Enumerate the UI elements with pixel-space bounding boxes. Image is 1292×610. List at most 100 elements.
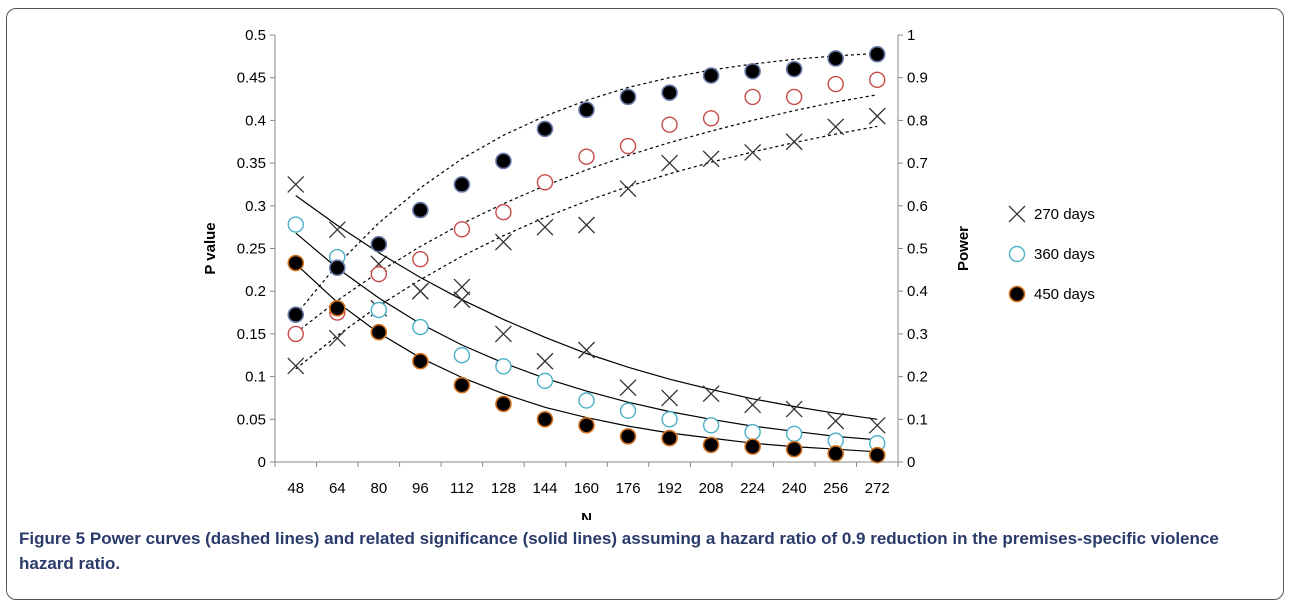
left-tick-label: 0.25 xyxy=(237,241,266,258)
pvalue-point xyxy=(702,436,720,454)
power-point xyxy=(785,88,803,106)
x-tick-label: 176 xyxy=(616,480,641,497)
pvalue-point xyxy=(536,372,554,390)
power-point xyxy=(827,118,845,136)
power-point xyxy=(619,137,637,155)
right-tick-label: 0.8 xyxy=(907,112,928,129)
legend: 270 days 360 days 450 days xyxy=(1008,205,1095,303)
power-point xyxy=(827,75,844,93)
power-point xyxy=(785,133,803,151)
x-tick-label: 160 xyxy=(574,480,599,497)
marker-stroke xyxy=(868,107,886,125)
power-fit-line xyxy=(295,94,878,334)
pvalue-point xyxy=(453,347,471,364)
data-points xyxy=(287,45,886,464)
marker-stroke xyxy=(287,175,305,193)
power-point xyxy=(411,282,429,300)
caption-text: Power curves (dashed lines) and related … xyxy=(19,529,1219,573)
marker-stroke xyxy=(661,154,679,172)
right-tick-label: 0.5 xyxy=(907,241,928,258)
power-point xyxy=(661,116,678,133)
power-point xyxy=(744,62,761,80)
pvalue-point xyxy=(495,395,512,413)
dual-axis-chart: 0 0.05 0.1 0.15 0.2 0.25 0.3 0.35 0.4 0.45 0.5 0 0.1… xyxy=(202,27,1095,520)
power-point xyxy=(287,306,305,323)
x-tick-label: 224 xyxy=(740,480,765,497)
pvalue-point xyxy=(868,416,886,434)
legend-marker xyxy=(1008,205,1026,223)
power-point xyxy=(536,120,554,138)
left-tick-label: 0.4 xyxy=(245,112,266,129)
right-tick-label: 0.4 xyxy=(907,283,928,300)
power-fit-line xyxy=(295,52,878,316)
pvalue-point xyxy=(785,425,803,443)
power-point xyxy=(661,154,679,172)
left-tick-label: 0.1 xyxy=(245,369,266,386)
left-tick-label: 0.45 xyxy=(237,70,266,87)
x-tick-label: 80 xyxy=(370,480,387,497)
right-tick-label: 0.1 xyxy=(907,411,928,428)
marker-stroke xyxy=(536,352,554,370)
marker-stroke xyxy=(287,357,305,375)
pvalue-point xyxy=(827,445,845,462)
power-point xyxy=(287,357,305,375)
power-point xyxy=(578,101,595,119)
power-point xyxy=(494,233,512,251)
pvalue-point xyxy=(412,318,429,336)
left-tick-label: 0.05 xyxy=(237,411,266,428)
marker-stroke xyxy=(702,385,720,403)
power-point xyxy=(453,278,471,296)
marker-stroke xyxy=(785,133,803,151)
x-tick-label: 64 xyxy=(329,480,346,497)
left-tick-label: 0.35 xyxy=(237,155,266,172)
power-point xyxy=(702,150,720,168)
legend-label: 360 days xyxy=(1034,246,1095,263)
pvalue-point xyxy=(619,402,637,419)
caption-label: Figure 5 xyxy=(19,529,86,548)
pvalue-point xyxy=(494,325,512,343)
pvalue-point xyxy=(495,358,512,375)
pvalue-point xyxy=(785,440,803,458)
pvalue-point xyxy=(661,429,678,447)
pvalue-point xyxy=(744,423,761,441)
pvalue-point xyxy=(536,410,554,428)
marker-stroke xyxy=(661,389,679,407)
left-axis-title: P value xyxy=(202,222,219,274)
pvalue-point xyxy=(868,446,886,464)
marker-stroke xyxy=(411,282,429,300)
pvalue-point xyxy=(661,411,678,428)
pvalue-point xyxy=(536,352,554,370)
x-tick-label: 112 xyxy=(450,480,474,497)
pvalue-point xyxy=(702,385,720,403)
x-tick-label: 96 xyxy=(412,480,429,497)
right-tick-label: 0 xyxy=(907,454,915,471)
marker-stroke xyxy=(619,180,637,198)
legend-label: 450 days xyxy=(1034,286,1095,303)
marker-stroke xyxy=(494,325,512,343)
power-point xyxy=(536,218,554,236)
x-tick-label: 256 xyxy=(823,480,848,497)
pvalue-point xyxy=(370,323,388,341)
power-point xyxy=(453,176,471,193)
power-point xyxy=(453,221,471,238)
figure-frame xyxy=(6,8,1284,600)
marker-stroke xyxy=(536,218,554,236)
power-point xyxy=(702,110,720,127)
power-point xyxy=(619,180,637,198)
power-point xyxy=(869,71,886,89)
pvalue-fit-line xyxy=(295,195,878,420)
pvalue-point xyxy=(453,291,471,309)
pvalue-point xyxy=(287,216,304,233)
pvalue-point xyxy=(578,392,595,409)
pvalue-point xyxy=(702,417,720,434)
x-tick-label: 272 xyxy=(865,480,890,497)
legend-label: 270 days xyxy=(1034,206,1095,223)
x-tick-label: 144 xyxy=(532,480,557,497)
x-tick-label: 240 xyxy=(782,480,807,497)
pvalue-point xyxy=(453,376,471,394)
pvalue-point xyxy=(661,389,679,407)
x-tick-label: 128 xyxy=(491,480,516,497)
pvalue-point xyxy=(287,175,305,193)
x-tick-label: 192 xyxy=(657,480,682,497)
power-point xyxy=(619,88,637,106)
